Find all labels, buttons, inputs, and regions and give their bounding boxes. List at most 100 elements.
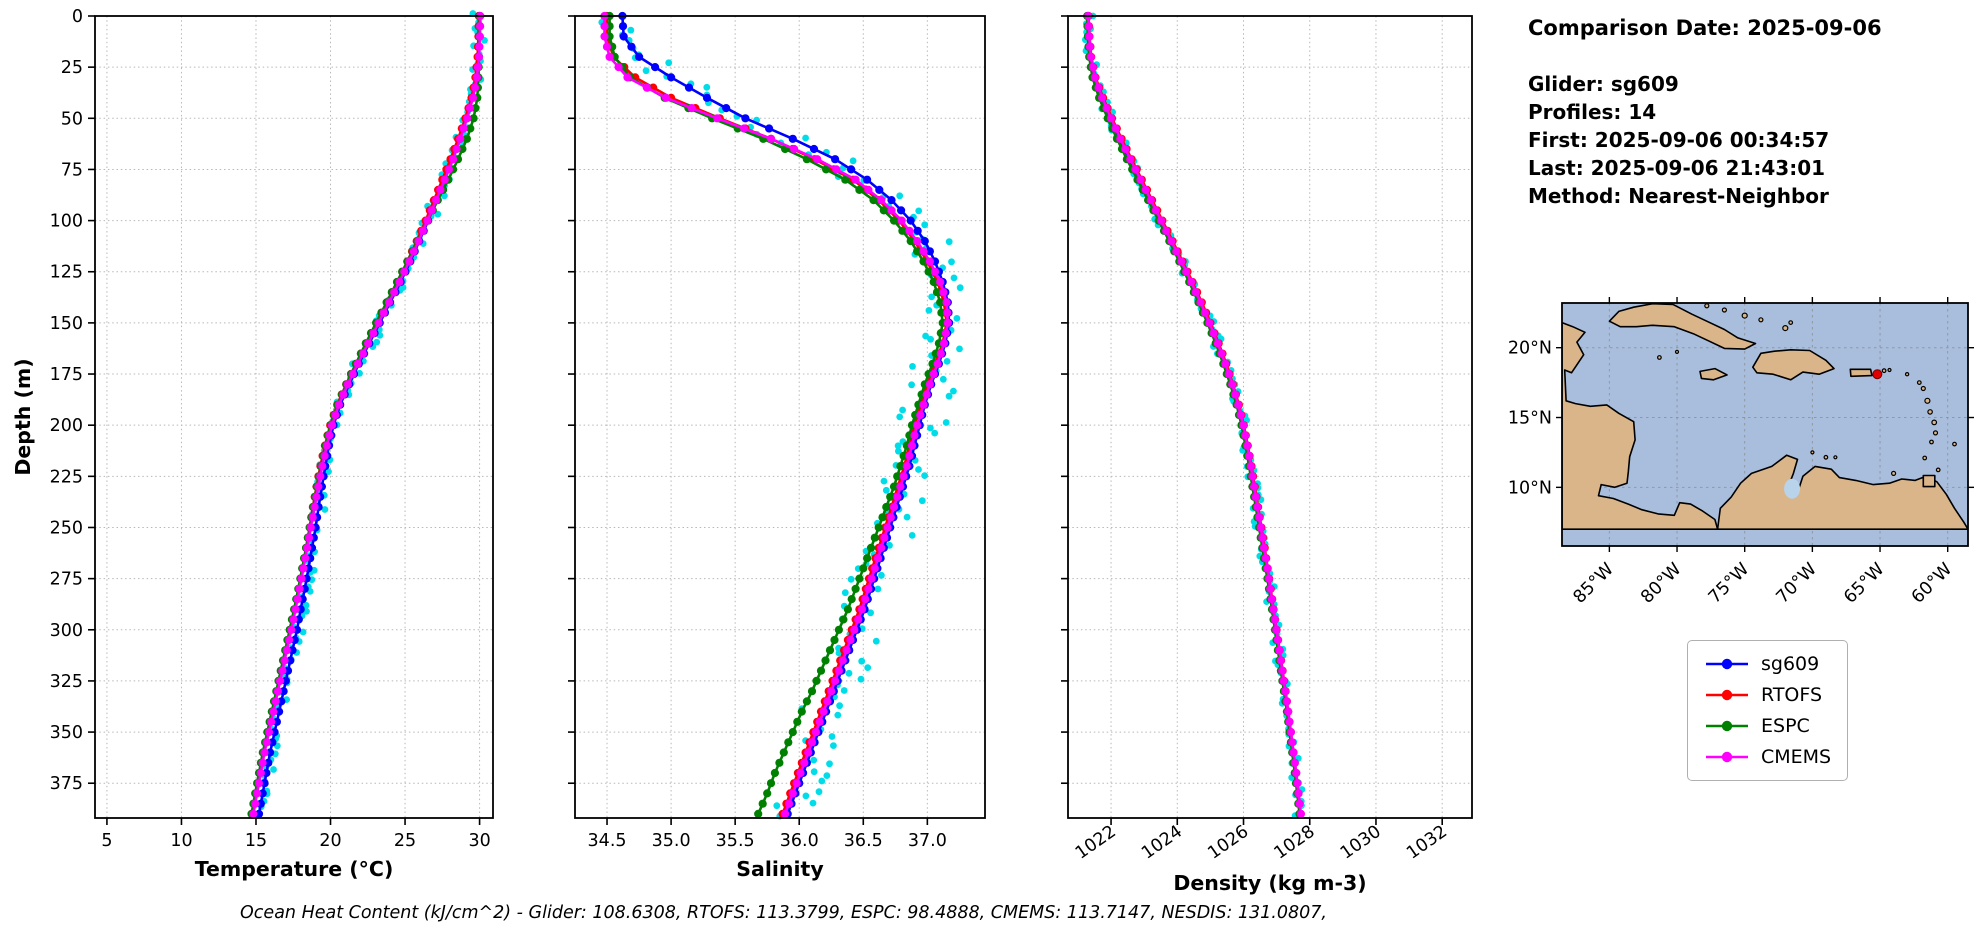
- last-profile-time: Last: 2025-09-06 21:43:01: [1528, 156, 1826, 180]
- legend-marker-icon: [1706, 689, 1748, 701]
- legend: sg609 RTOFS ESPC CMEMS: [1687, 640, 1849, 781]
- svg-text:1022: 1022: [1072, 822, 1120, 864]
- map-island: [1935, 467, 1941, 473]
- map-lon-tick-label: 70°W: [1773, 559, 1821, 607]
- map-landmass: [1716, 454, 1968, 531]
- map-island: [1788, 320, 1794, 326]
- density-axis-label: Density (kg m-3): [1173, 871, 1366, 895]
- map-island: [1927, 409, 1933, 415]
- svg-text:0: 0: [72, 7, 83, 27]
- svg-text:35.0: 35.0: [652, 831, 691, 851]
- series-sg609: [618, 11, 954, 819]
- svg-text:35.5: 35.5: [716, 831, 755, 851]
- map-lat-tick-label: 10°N: [1508, 478, 1552, 498]
- svg-text:75: 75: [61, 160, 83, 180]
- series-CMEMS: [600, 11, 952, 819]
- legend-label: RTOFS: [1761, 684, 1823, 706]
- svg-text:375: 375: [50, 774, 83, 794]
- svg-text:1024: 1024: [1138, 822, 1186, 864]
- svg-text:30: 30: [468, 831, 490, 851]
- map-island: [1890, 470, 1897, 476]
- temperature-axis-label: Temperature (°C): [195, 857, 394, 881]
- legend-label: CMEMS: [1761, 746, 1832, 768]
- map-landmass: [1562, 321, 1719, 531]
- density-profile-chart: 1022 1024 1026 1028 1030 1032 Density (kg m-3): [1061, 11, 1473, 895]
- legend-item-rtofs: RTOFS: [1704, 684, 1831, 706]
- info-panel: Comparison Date: 2025-09-06 Glider: sg60…: [1528, 14, 1882, 210]
- svg-text:36.0: 36.0: [780, 831, 819, 851]
- legend-label: sg609: [1761, 653, 1820, 675]
- svg-text:250: 250: [50, 518, 83, 538]
- map-lon-tick-label: 85°W: [1570, 559, 1618, 607]
- legend-item-espc: ESPC: [1704, 715, 1831, 737]
- svg-text:50: 50: [61, 109, 83, 129]
- svg-text:300: 300: [50, 621, 83, 641]
- map-lon-tick-label: 80°W: [1637, 559, 1685, 607]
- method: Method: Nearest-Neighbor: [1528, 184, 1829, 208]
- svg-text:225: 225: [50, 467, 83, 487]
- comparison-date: Comparison Date: 2025-09-06: [1528, 16, 1882, 40]
- map-island: [1904, 372, 1910, 377]
- svg-text:25: 25: [394, 831, 416, 851]
- series-CMEMS: [1084, 11, 1305, 819]
- map-island: [1704, 303, 1710, 309]
- svg-text:37.0: 37.0: [908, 831, 947, 851]
- svg-text:200: 200: [50, 416, 83, 436]
- map-island: [1922, 455, 1928, 461]
- salinity-axis-label: Salinity: [736, 857, 823, 881]
- map-landmass: [1699, 367, 1728, 381]
- map-landmass: [1922, 474, 1936, 488]
- svg-text:125: 125: [50, 263, 83, 283]
- map-lat-tick-label: 15°N: [1508, 409, 1552, 429]
- map-island: [1929, 439, 1934, 445]
- map-island: [1887, 367, 1892, 373]
- map-island: [1823, 454, 1829, 460]
- svg-text:36.5: 36.5: [844, 831, 883, 851]
- map-island: [1952, 441, 1957, 447]
- svg-text:100: 100: [50, 212, 83, 232]
- map-island: [1674, 349, 1680, 354]
- legend-marker-icon: [1706, 658, 1748, 670]
- map-island: [1656, 355, 1662, 360]
- svg-text:175: 175: [50, 365, 83, 385]
- map-lon-tick-label: 60°W: [1908, 559, 1956, 607]
- svg-text:150: 150: [50, 314, 83, 334]
- series-CMEMS: [249, 11, 485, 819]
- svg-text:325: 325: [50, 672, 83, 692]
- svg-text:5: 5: [101, 831, 112, 851]
- series-ESPC: [605, 11, 947, 819]
- svg-text:34.5: 34.5: [588, 831, 627, 851]
- glider-location-dot: [1872, 369, 1883, 380]
- legend-item-sg609: sg609: [1704, 653, 1831, 675]
- map-island: [1920, 385, 1926, 392]
- glider-raw-scatter: [598, 15, 964, 820]
- legend-item-cmems: CMEMS: [1704, 746, 1831, 768]
- svg-text:20: 20: [319, 831, 341, 851]
- svg-text:275: 275: [50, 570, 83, 590]
- map-lake: [1784, 478, 1801, 499]
- legend-marker-icon: [1706, 720, 1748, 732]
- map-lat-tick-label: 20°N: [1508, 339, 1552, 359]
- svg-text:350: 350: [50, 723, 83, 743]
- map-landmass: [1849, 368, 1873, 378]
- map-island: [1932, 430, 1939, 436]
- svg-text:25: 25: [61, 58, 83, 78]
- svg-text:10: 10: [170, 831, 192, 851]
- map-lon-tick-label: 65°W: [1840, 559, 1888, 607]
- legend-label: ESPC: [1761, 715, 1810, 737]
- map-island: [1758, 317, 1764, 323]
- first-profile-time: First: 2025-09-06 00:34:57: [1528, 128, 1830, 152]
- svg-text:15: 15: [245, 831, 267, 851]
- map-island: [1931, 419, 1938, 426]
- svg-text:1030: 1030: [1337, 822, 1385, 864]
- temperature-profile-chart: 5 10 15 20 25 3002550751001251501752002252502…: [11, 7, 494, 881]
- map-landmass: [1752, 348, 1835, 381]
- map-island: [1741, 312, 1748, 319]
- legend-marker-icon: [1706, 751, 1748, 763]
- map-island: [1721, 307, 1728, 313]
- depth-axis-label: Depth (m): [11, 358, 35, 475]
- profiles-count: Profiles: 14: [1528, 100, 1657, 124]
- glider-raw-scatter: [254, 10, 488, 819]
- map-island: [1924, 397, 1931, 404]
- salinity-profile-chart: 34.5 35.0 35.5 36.0 36.5 37.0 Salinity: [568, 11, 986, 881]
